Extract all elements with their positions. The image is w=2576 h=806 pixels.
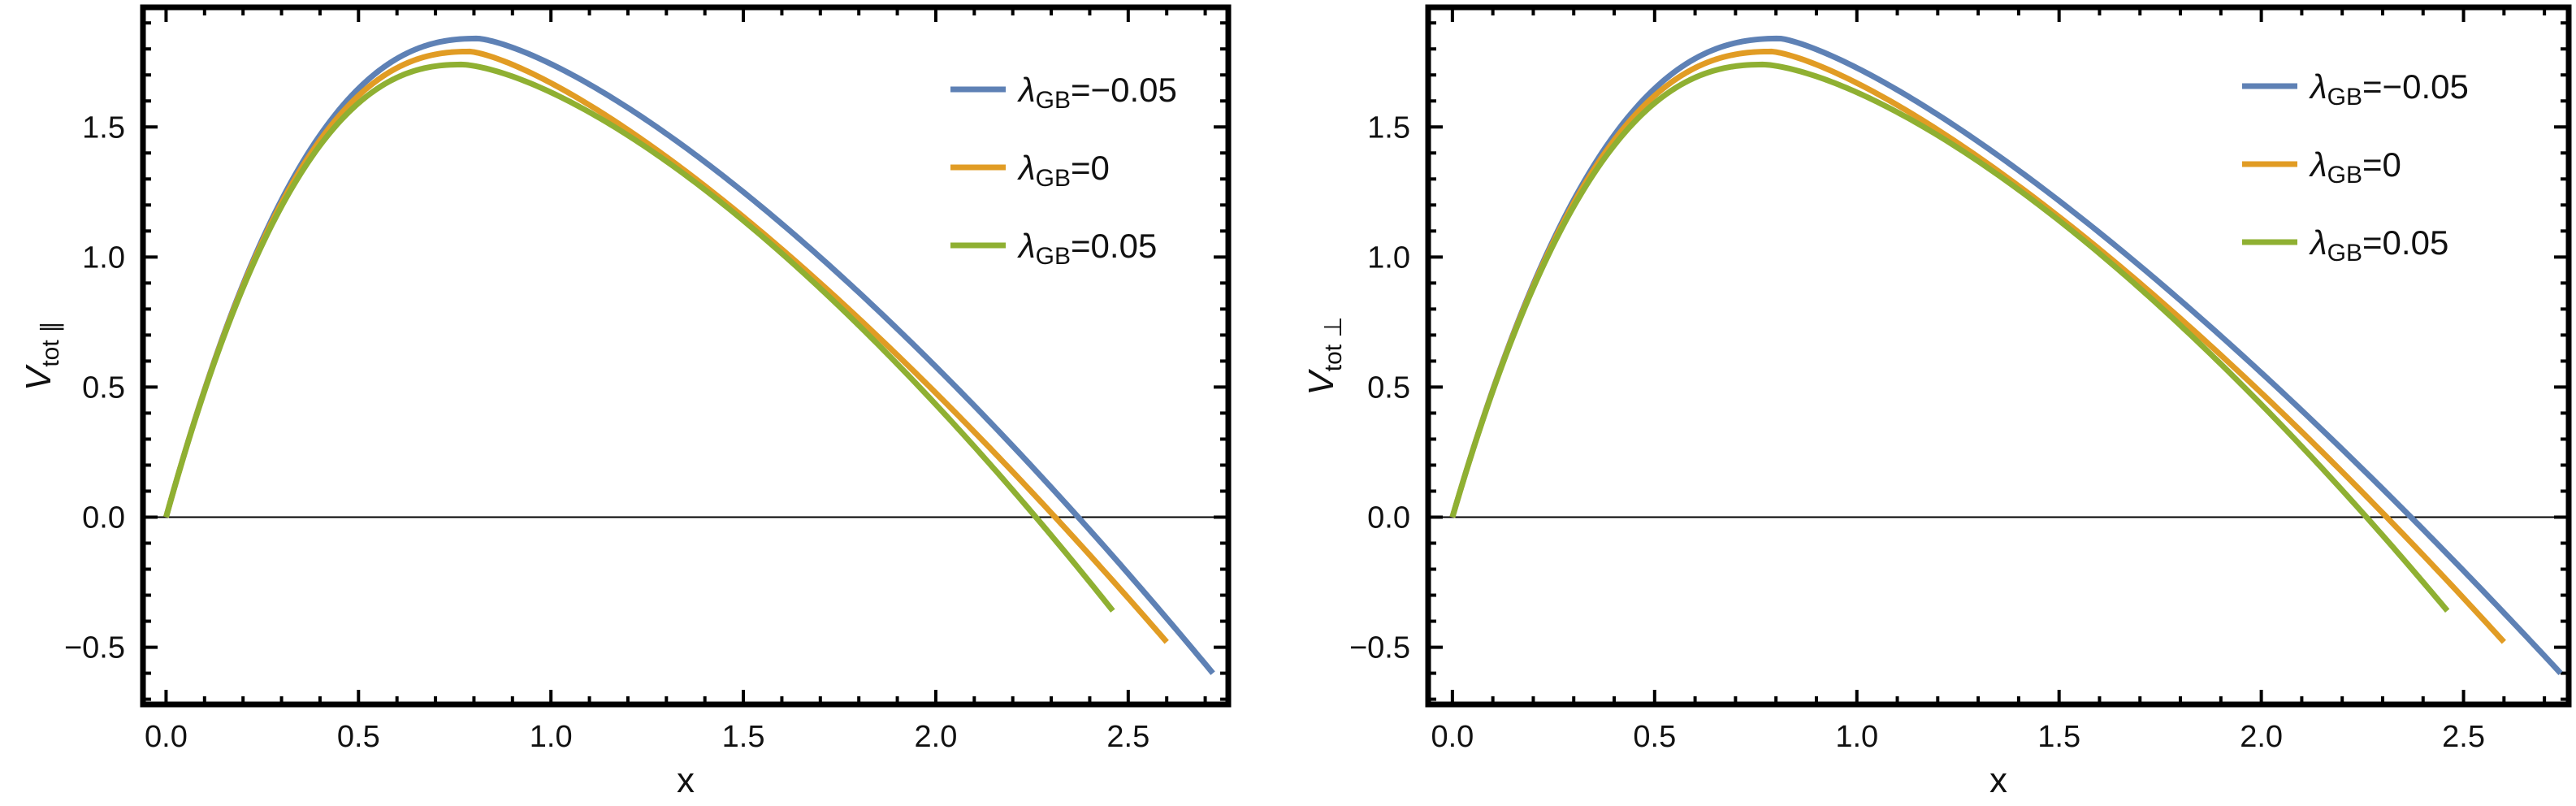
x-tick-label: 1.0 [1835,720,1878,754]
y-tick-label: 0.0 [1367,500,1410,535]
x-axis-label: x [1989,760,2007,800]
y-tick-label: 0.0 [82,500,125,535]
y-tick-label: 1.5 [1367,110,1410,145]
x-tick-label: 2.0 [915,720,958,754]
y-axis-label-text: Vtot ∥ [19,321,64,391]
plot-frame [140,4,1232,708]
y-tick-label: 1.0 [82,240,125,275]
y-tick-label: −0.5 [64,631,125,665]
x-tick-label: 0.5 [337,720,380,754]
legend-label: λGB=−0.05 [2309,67,2469,110]
axis-ticks [1428,7,2569,704]
legend-label: λGB=0 [2309,145,2401,188]
legend-label: λGB=0.05 [2309,223,2448,266]
legend: λGB=−0.05 λGB=0 λGB=0.05 [950,71,1177,270]
legend-label: λGB=−0.05 [1017,71,1177,114]
y-axis-label: Vtot ∥ [19,321,64,391]
x-tick-label: 1.0 [530,720,573,754]
y-tick-label: 0.5 [1367,370,1410,405]
x-tick-label: 0.5 [1633,720,1676,754]
x-axis-label: x [677,760,695,800]
y-tick-label: −0.5 [1349,631,1410,665]
legend-label: λGB=0 [1017,149,1110,192]
x-tick-label: 1.5 [2037,720,2080,754]
y-tick-label: 1.5 [82,110,125,145]
y-tick-label: 0.5 [82,370,125,405]
plot-frame [1425,4,2572,708]
axis-ticks [143,7,1228,704]
x-tick-label: 0.0 [145,720,188,754]
chart-panel-2: 0.0 0.5 1.0 1.5 2.0 2.5 −0.5 0.0 0.5 1.0 1.5 x Vtot … [1301,4,2572,800]
x-tick-label: 2.5 [2442,720,2485,754]
x-tick-label: 2.0 [2240,720,2283,754]
x-tick-label: 1.5 [722,720,765,754]
series-line-3 [1449,61,2450,613]
series-line-2 [1449,48,2506,644]
legend: λGB=−0.05 λGB=0 λGB=0.05 [2242,67,2469,266]
chart-panel-1: 0.0 0.5 1.0 1.5 2.0 2.5 −0.5 0.0 0.5 1.0 1.5 x Vtot … [19,4,1232,800]
legend-label: λGB=0.05 [1017,227,1157,270]
y-axis-label: Vtot ⊥ [1301,316,1347,395]
y-tick-label: 1.0 [1367,240,1410,275]
x-tick-label: 2.5 [1106,720,1149,754]
series-line-1 [163,35,1215,675]
series-line-2 [163,48,1169,644]
series-line-1 [1449,35,2563,675]
x-tick-label: 0.0 [1431,720,1474,754]
y-axis-label-text: Vtot ⊥ [1301,316,1347,395]
series-line-3 [163,61,1115,613]
